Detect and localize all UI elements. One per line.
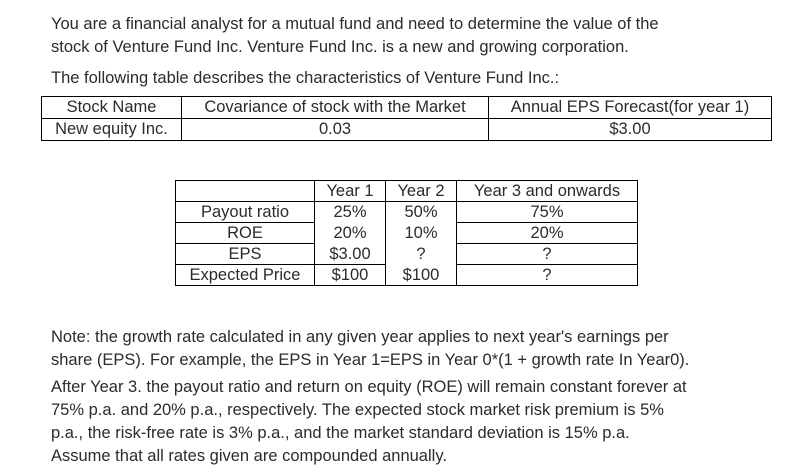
yearly-forecast-table: Year 1 Year 2 Year 3 and onwards Payout … (175, 180, 638, 286)
cell-payout-y1: 25% (314, 201, 386, 223)
table-header-row: Stock Name Covariance of stock with the … (41, 96, 772, 119)
row-label-payout: Payout ratio (175, 201, 315, 223)
header-year-1: Year 1 (314, 180, 386, 202)
note-line-2: share (EPS). For example, the EPS in Yea… (51, 351, 690, 369)
stock-characteristics-table: Stock Name Covariance of stock with the … (41, 96, 772, 141)
table-row: Expected Price $100 $100 ? (175, 264, 638, 286)
assumptions-paragraph: After Year 3. the payout ratio and retur… (51, 376, 791, 468)
cell-covariance: 0.03 (181, 118, 489, 141)
cell-roe-y3: 20% (456, 222, 638, 244)
row-label-roe: ROE (175, 222, 315, 244)
row-label-eps: EPS (175, 243, 315, 265)
note-paragraph: Note: the growth rate calculated in any … (51, 326, 791, 372)
intro-line-2: stock of Venture Fund Inc. Venture Fund … (51, 38, 629, 56)
cell-payout-y2: 50% (385, 201, 457, 223)
note-line-1: Note: the growth rate calculated in any … (51, 328, 669, 346)
cell-roe-y1: 20% (314, 222, 386, 244)
table-row: New equity Inc. 0.03 $3.00 (41, 118, 772, 141)
header-stock-name: Stock Name (41, 96, 182, 119)
cell-eps-y1: $3.00 (314, 243, 386, 265)
header-eps-forecast: Annual EPS Forecast(for year 1) (488, 96, 772, 119)
after-line-3: p.a., the risk-free rate is 3% p.a., and… (51, 424, 630, 442)
table-row: ROE 20% 10% 20% (175, 222, 638, 244)
intro-line-1: You are a financial analyst for a mutual… (51, 15, 659, 33)
cell-roe-y2: 10% (385, 222, 457, 244)
table-row: EPS $3.00 ? ? (175, 243, 638, 265)
cell-stock-name: New equity Inc. (41, 118, 182, 141)
after-line-2: 75% p.a. and 20% p.a., respectively. The… (51, 401, 664, 419)
cell-eps-y2: ? (385, 243, 457, 265)
intro-line-3: The following table describes the charac… (51, 69, 560, 87)
table-row: Payout ratio 25% 50% 75% (175, 201, 638, 223)
table-intro-text: The following table describes the charac… (51, 67, 791, 90)
cell-payout-y3: 75% (456, 201, 638, 223)
header-blank (175, 180, 315, 202)
header-covariance: Covariance of stock with the Market (181, 96, 489, 119)
cell-eps-y3: ? (456, 243, 638, 265)
intro-paragraph: You are a financial analyst for a mutual… (51, 13, 791, 59)
header-year-3: Year 3 and onwards (456, 180, 638, 202)
after-line-1: After Year 3. the payout ratio and retur… (51, 378, 687, 396)
row-label-expected-price: Expected Price (175, 264, 315, 286)
cell-price-y3: ? (456, 264, 638, 286)
after-line-4: Assume that all rates given are compound… (51, 447, 447, 465)
header-year-2: Year 2 (385, 180, 457, 202)
cell-price-y2: $100 (385, 264, 457, 286)
table-header-row: Year 1 Year 2 Year 3 and onwards (175, 180, 638, 202)
cell-eps-forecast: $3.00 (488, 118, 772, 141)
cell-price-y1: $100 (314, 264, 386, 286)
